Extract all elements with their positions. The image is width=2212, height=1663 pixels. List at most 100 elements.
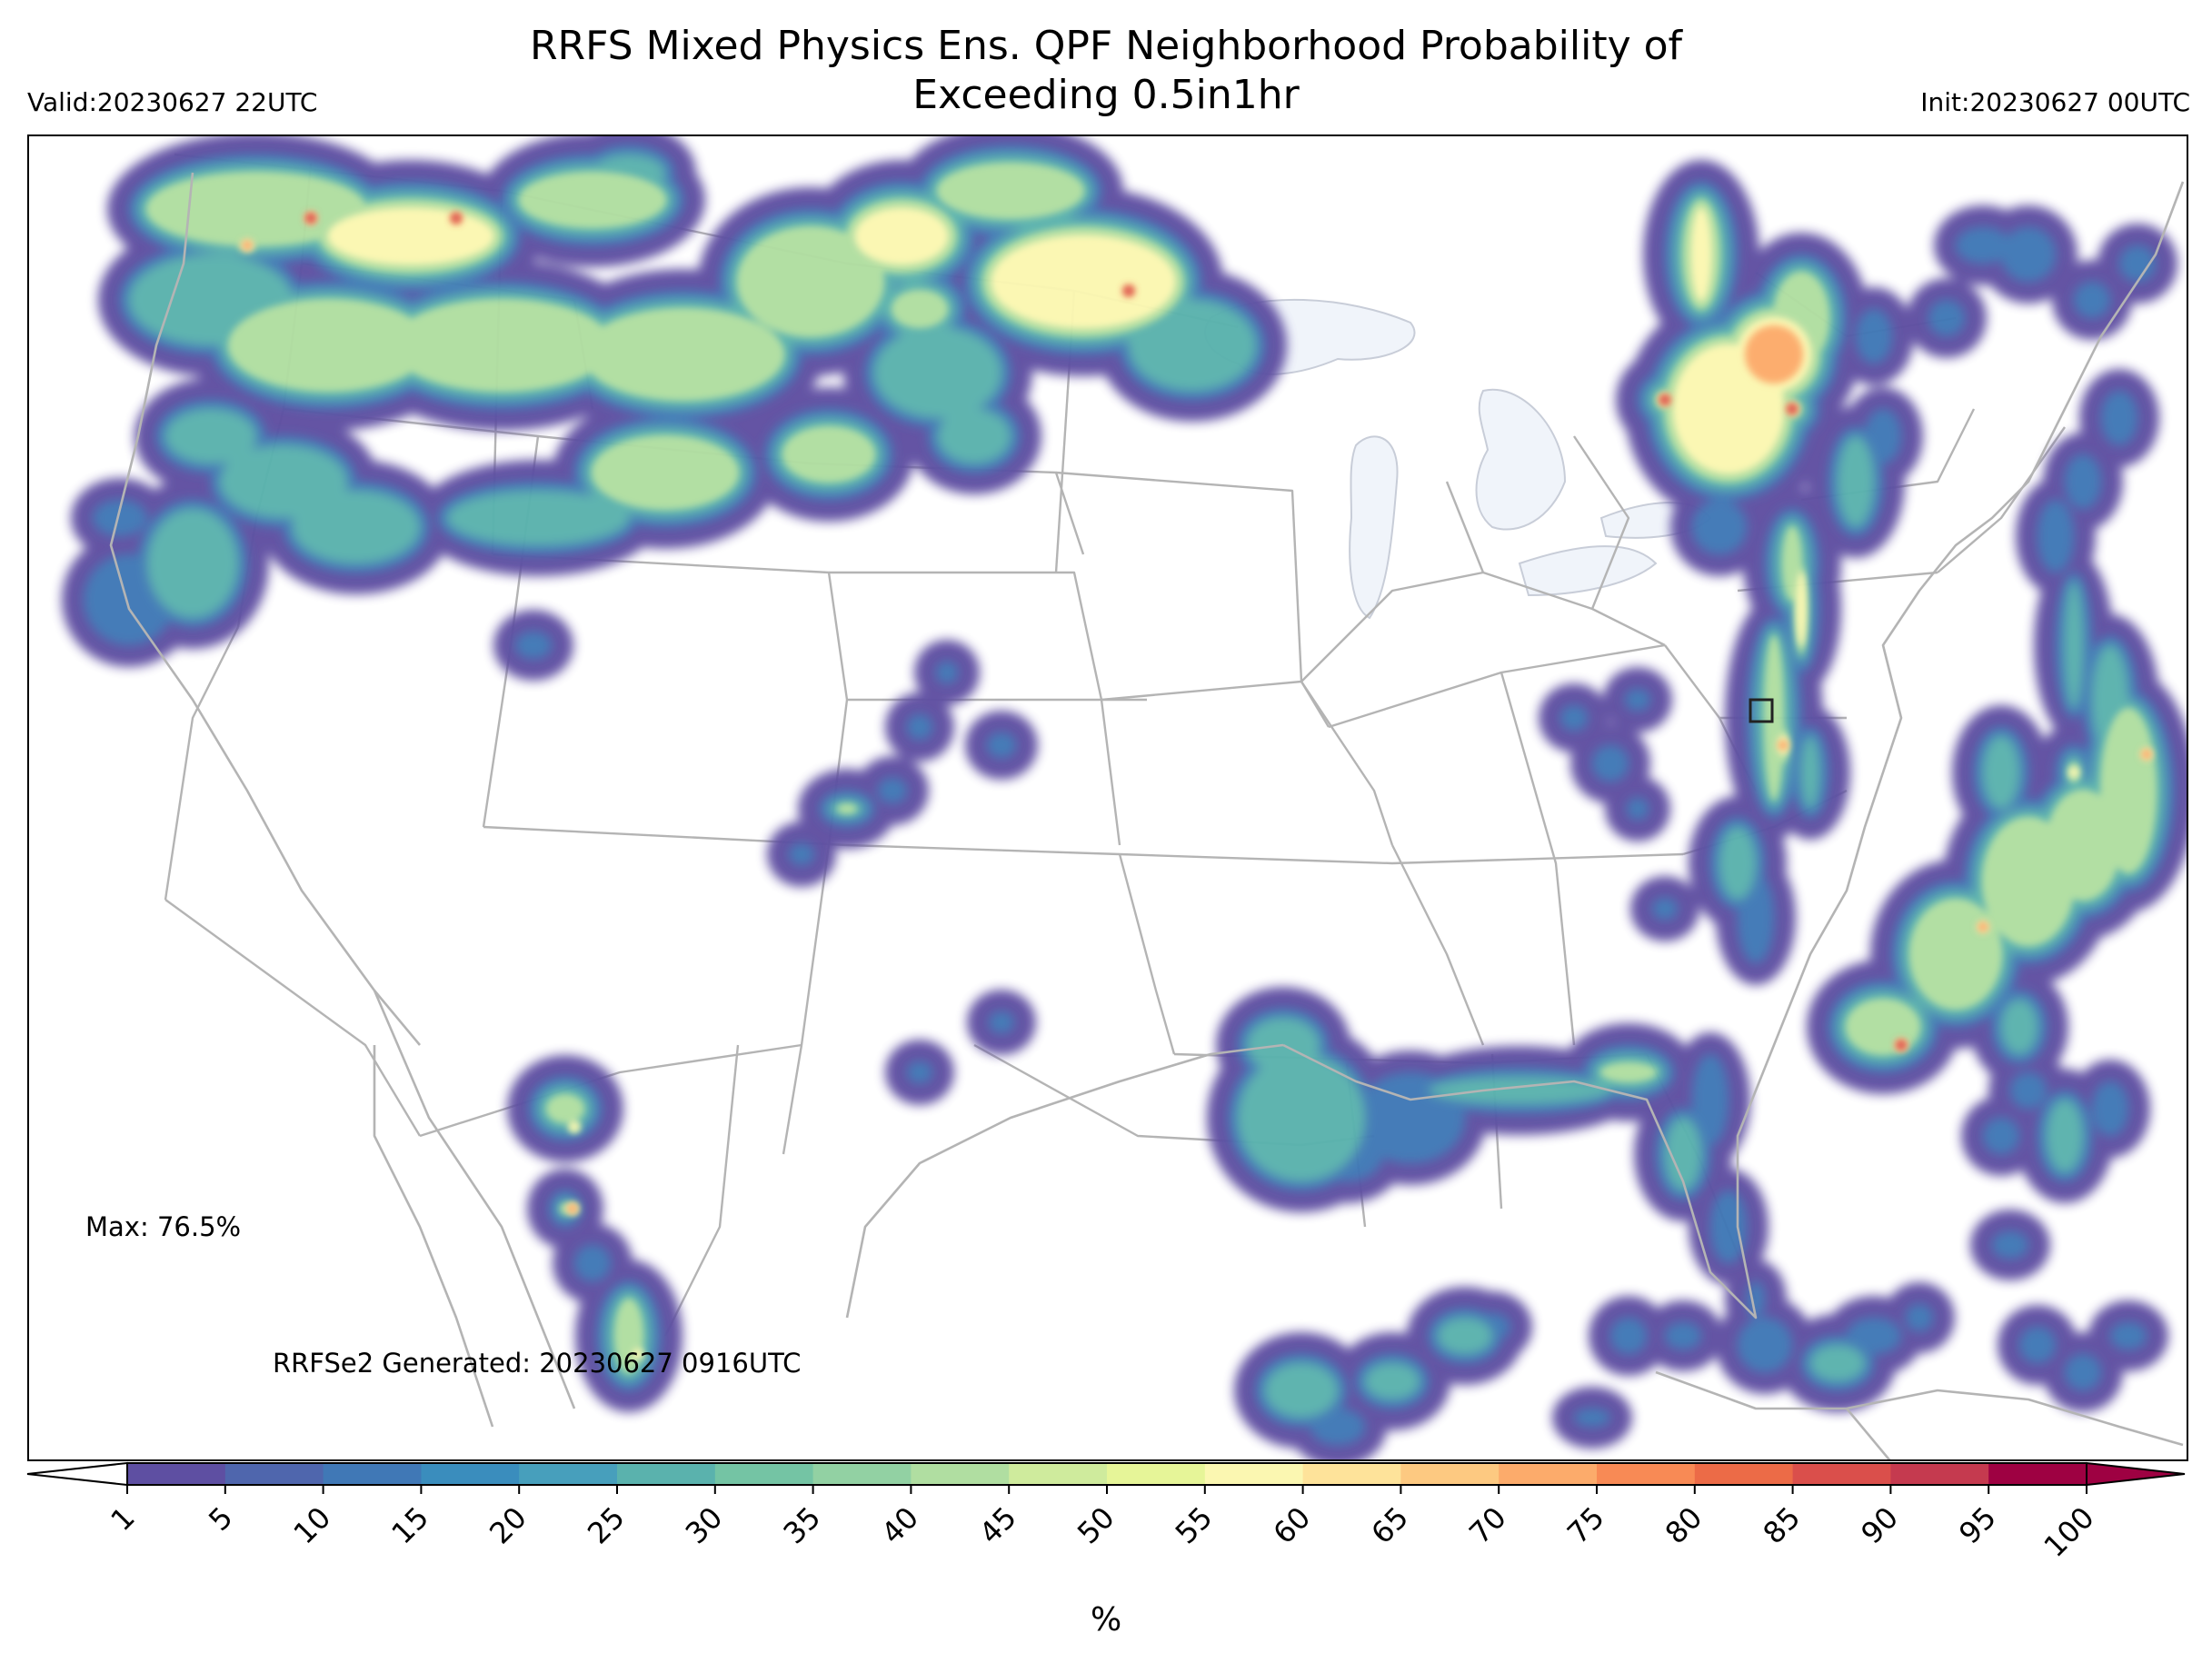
probability-cell [569,1121,580,1132]
lake-shape [1475,388,1567,531]
coastline [373,990,576,1409]
probability-cell [545,1093,585,1124]
probability-cell [1908,898,2003,1011]
coastline [109,172,421,1046]
chart-title-line-1: RRFS Mixed Physics Ens. QPF Neighborhood… [529,23,1683,69]
probability-cell [2037,499,2075,573]
probability-cell [1609,1317,1648,1355]
boundary-line [1055,471,1303,682]
probability-cell [1745,325,1803,383]
probability-cell [633,1349,643,1359]
probability-cell [1664,1321,1702,1350]
boundary-line [1937,426,2066,573]
colorbar-under-arrow [26,1461,128,1487]
probability-cell [1651,897,1679,921]
probability-cell [164,408,257,464]
probability-cell [567,1203,578,1214]
probability-cell [2000,999,2038,1055]
probability-cell [988,1011,1015,1034]
colorbar-tick-label: 60 [1267,1500,1318,1551]
colorbar-tick-label: 75 [1560,1500,1611,1551]
probability-cell [1691,1053,1729,1146]
probability-cell [937,408,1011,464]
probability-cell [836,803,858,814]
probability-cell [1982,1117,2020,1155]
boundary-line [1119,852,1684,865]
colorbar-bin [617,1463,716,1485]
probability-cell [1928,299,1966,337]
probability-cell [1437,1317,1493,1355]
init-time-label: Init:20230627 00UTC [1920,87,2190,117]
probability-cell [1664,1117,1702,1191]
probability-cell [2073,281,2111,319]
colorbar-bin [1597,1463,1696,1485]
probability-cell [1737,1317,1793,1373]
boundary-line [164,626,240,901]
colorbar-bin [812,1463,912,1485]
probability-cell [891,289,949,329]
probability-cell [1796,571,1807,647]
boundary-line [1445,481,1485,573]
probability-layer [305,213,1907,1051]
probability-cell [1123,285,1134,296]
colorbar-bin [1890,1463,1989,1485]
probability-cell [1691,499,1748,555]
probability-cell [1896,1040,1907,1051]
colorbar-bin [1107,1463,1206,1485]
colorbar-tick-label: 80 [1659,1500,1709,1551]
probability-cell [1837,435,1875,528]
boundary-line [1573,435,1630,610]
probability-cell [1787,403,1798,414]
probability-cell [1591,744,1629,782]
probability-cell [227,298,431,393]
probability-cell [906,713,933,741]
coastline [1846,1408,1891,1459]
probability-cell [1624,688,1651,712]
probability-cell [935,661,959,684]
boundary-line [492,553,849,846]
probability-cell [986,732,1017,759]
map-canvas [62,136,2187,1459]
colorbar-tick-label: 90 [1854,1500,1905,1551]
valid-time-label: Valid:20230627 22UTC [27,87,318,117]
probability-cell [1428,1076,1611,1105]
boundary-line [419,1043,802,1138]
probability-cell [1763,634,1785,802]
probability-cell [2046,1099,2084,1173]
probability-cell [1690,207,1712,302]
probability-cell [906,1061,933,1084]
colorbar-tick-label: 70 [1462,1500,1513,1551]
boundary-line [663,1044,740,1337]
chart-title-line-2: Exceeding 0.5in1hr [912,72,1300,118]
probability-cell [219,444,348,519]
probability-cell [1573,1408,1611,1428]
probability-cell [1991,1230,2029,1260]
coastline [1655,1370,2184,1447]
colorbar-bin [421,1463,520,1485]
coastlines [109,172,2185,1459]
probability-cell [2064,581,2084,710]
probability-cell [854,207,949,265]
probability-cell [2068,767,2079,778]
probability-cell [582,307,785,402]
colorbar-unit-label: % [1091,1601,1122,1638]
probability-cell [1626,797,1649,821]
colorbar-tick-label: 1 [104,1500,141,1538]
boundary-line [829,571,1121,846]
probability-cell [1845,998,1921,1056]
probability-cell [1864,408,1902,464]
probability-cell [2064,1353,2102,1391]
probability-cell [1599,1061,1658,1083]
colorbar-bin [1204,1463,1304,1485]
probability-cell [1709,1190,1748,1264]
boundary-line [1118,853,1176,1055]
colorbar-bin [1988,1463,2087,1485]
probability-cell [591,434,740,511]
probability-cell [1778,740,1789,751]
colorbar-bin [1400,1463,1500,1485]
lake-shape [1349,435,1399,620]
map-panel [27,134,2188,1461]
generated-label: RRFSe2 Generated: 20230627 0916UTC [273,1348,802,1379]
probability-cell [2009,1071,2048,1110]
colorbar-tick-label: 35 [777,1500,828,1551]
